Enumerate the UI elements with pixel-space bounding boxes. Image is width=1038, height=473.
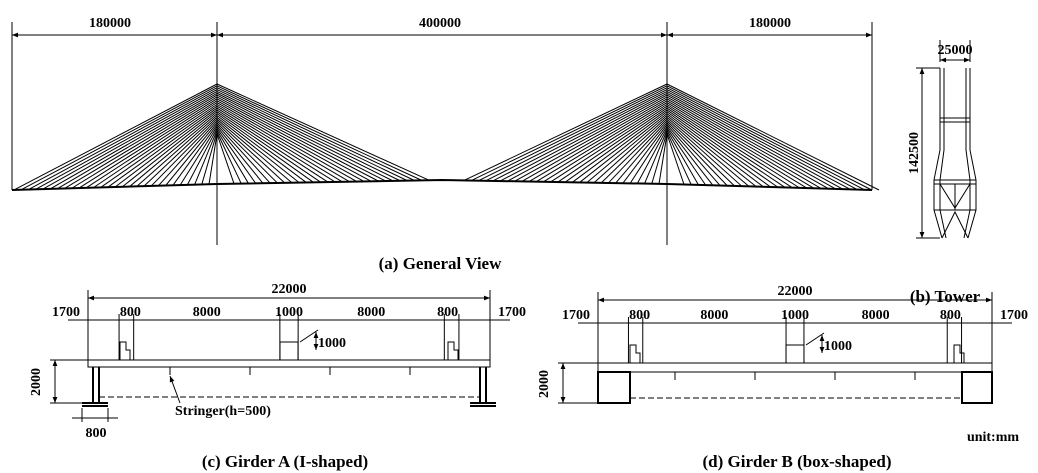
segment-dimension: 8000 xyxy=(700,308,728,323)
flange-width: 800 xyxy=(86,426,107,441)
segment-dimension: 800 xyxy=(940,308,961,323)
cable xyxy=(217,112,321,182)
segment-dimension: 8000 xyxy=(862,308,890,323)
segment-dimension: 8000 xyxy=(357,305,385,320)
cable xyxy=(478,88,667,181)
stringers xyxy=(170,367,410,375)
curb-height: 1000 xyxy=(824,339,852,354)
segment-dimension: 8000 xyxy=(193,305,221,320)
segment-dimension: 1000 xyxy=(275,305,303,320)
cable xyxy=(667,86,872,190)
curb-height: 1000 xyxy=(318,336,346,351)
girder-b: 22000 1700 800 8000 1000 8000 800 1700 1000 20… xyxy=(537,284,1028,471)
depth: 2000 xyxy=(29,368,44,396)
caption: (d) Girder B (box-shaped) xyxy=(702,452,891,471)
span-dimension: 400000 xyxy=(419,16,461,31)
box-girder xyxy=(598,372,630,403)
drawing: 180000 400000 180000 (a) General View 25… xyxy=(0,0,1038,473)
segment-dimension: 1700 xyxy=(1000,308,1028,323)
caption: (a) General View xyxy=(379,254,502,273)
tower-width: 25000 xyxy=(938,43,973,58)
caption: (c) Girder A (I-shaped) xyxy=(202,452,368,471)
cable xyxy=(565,110,667,182)
cable xyxy=(529,101,667,182)
cable xyxy=(667,119,742,186)
cable xyxy=(667,84,879,190)
girder-a: 22000 1700 800 8000 1000 8000 800 1700 1000 20… xyxy=(29,282,526,471)
tower-height: 142500 xyxy=(907,132,922,174)
cable xyxy=(144,117,217,186)
cable xyxy=(217,134,234,184)
segment-dimension: 1700 xyxy=(52,305,80,320)
leader xyxy=(170,376,180,403)
span-dimension: 180000 xyxy=(749,16,791,31)
segment-dimension: 800 xyxy=(437,305,458,320)
cable xyxy=(667,130,698,185)
stringers xyxy=(675,372,915,380)
cable xyxy=(28,88,217,190)
cable xyxy=(43,91,217,189)
cable xyxy=(217,97,378,181)
segment-dimension: 1700 xyxy=(498,305,526,320)
curb xyxy=(280,342,298,360)
segment-dimension: 800 xyxy=(629,308,650,323)
cable xyxy=(217,117,299,182)
cable xyxy=(601,119,667,183)
cable xyxy=(667,123,727,186)
dimension-row: 1700 800 8000 1000 8000 800 1700 xyxy=(562,308,1028,363)
page: Cable-stayed bridge drawing {"general_vi… xyxy=(0,0,1038,473)
cable xyxy=(652,132,667,184)
railing xyxy=(630,345,964,363)
leader xyxy=(300,330,318,342)
caption: (b) Tower xyxy=(910,287,981,306)
dimension-row: 1700 800 8000 1000 8000 800 1700 xyxy=(52,305,526,360)
cable xyxy=(217,121,285,183)
depth: 2000 xyxy=(537,370,552,398)
cable xyxy=(217,93,393,181)
unit-note: unit:mm xyxy=(967,430,1019,445)
general-view: 180000 400000 180000 (a) General View xyxy=(12,16,879,273)
segment-dimension: 800 xyxy=(120,305,141,320)
segment-dimension: 1700 xyxy=(562,308,590,323)
cable xyxy=(667,93,843,189)
main-girders xyxy=(82,367,496,406)
span-dimension: 180000 xyxy=(89,16,131,31)
deck-slab xyxy=(88,360,490,367)
tower: 25000 142500 (b) Tower xyxy=(907,40,981,306)
deck-slab xyxy=(598,363,992,372)
cable xyxy=(202,132,217,184)
cable xyxy=(217,90,407,181)
curb xyxy=(786,345,804,363)
total-width: 22000 xyxy=(272,282,307,297)
box-girder xyxy=(962,372,992,403)
stringer-label: Stringer(h=500) xyxy=(175,404,271,419)
cable xyxy=(217,88,415,181)
body: 180000 400000 180000 (a) General View 25… xyxy=(0,0,1038,473)
total-width: 22000 xyxy=(778,284,813,299)
cable xyxy=(158,121,217,186)
railing xyxy=(120,342,458,360)
cable xyxy=(667,112,771,187)
cable xyxy=(667,90,857,190)
cable xyxy=(667,101,814,189)
leader xyxy=(806,333,824,345)
cable xyxy=(217,103,357,182)
segment-dimension: 1000 xyxy=(781,308,809,323)
cable xyxy=(500,93,667,181)
